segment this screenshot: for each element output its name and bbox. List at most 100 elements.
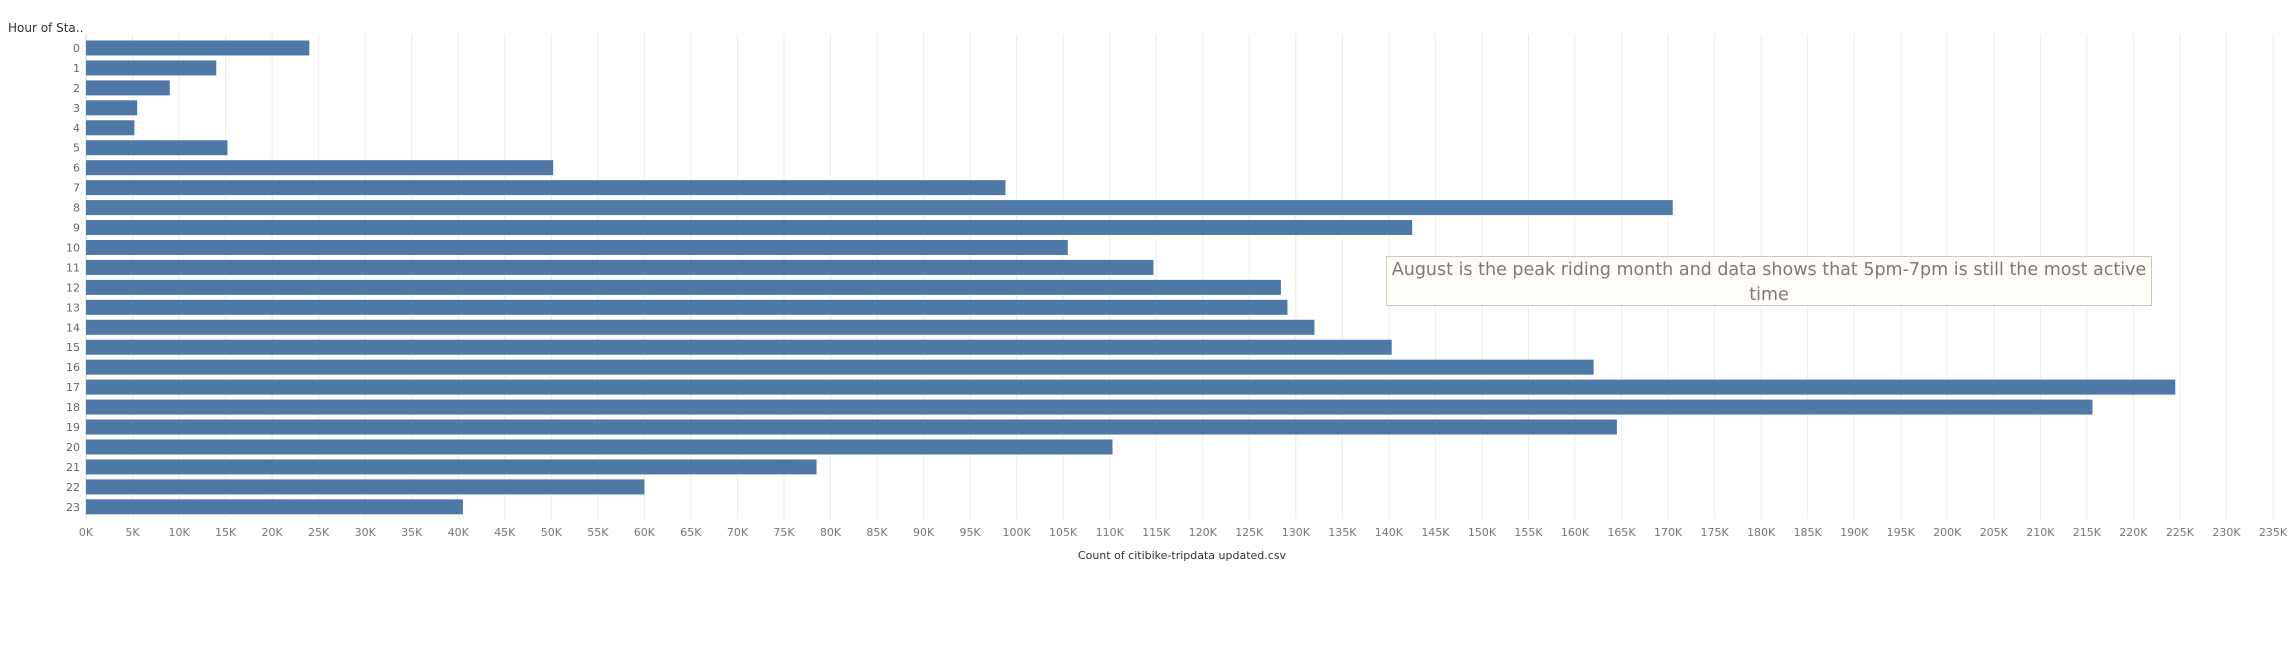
x-tick-label: 125K [1235,526,1264,539]
y-tick-label: 23 [66,501,80,514]
y-tick-label: 11 [66,261,80,274]
bar-hour-0 [86,40,310,56]
y-tick-label: 9 [73,222,80,235]
x-tick-label: 155K [1514,526,1543,539]
y-tick-label: 7 [73,182,80,195]
x-tick-label: 150K [1468,526,1497,539]
x-tick-label: 185K [1794,526,1823,539]
x-tick-label: 15K [215,526,237,539]
x-tick-label: 75K [773,526,795,539]
x-tick-label: 105K [1049,526,1078,539]
x-tick-label: 110K [1096,526,1125,539]
y-tick-label: 3 [73,102,80,115]
bar-hour-7 [86,180,1006,196]
x-tick-label: 195K [1887,526,1916,539]
x-tick-label: 60K [634,526,656,539]
x-tick-label: 135K [1328,526,1357,539]
y-tick-label: 5 [73,142,80,155]
y-tick-label: 20 [66,441,80,454]
y-tick-label: 13 [66,301,80,314]
x-tick-label: 205K [1980,526,2009,539]
x-tick-label: 65K [680,526,702,539]
x-tick-label: 10K [168,526,190,539]
bar-hour-12 [86,279,1281,295]
y-tick-label: 19 [66,421,80,434]
x-tick-label: 35K [401,526,423,539]
x-axis-ticks: 0K 5K 10K 15K 20K 25K 30K 35K 40K 45K 50K 55K 60K 65K… [79,526,2288,539]
y-tick-label: 2 [73,82,80,95]
x-tick-label: 235K [2259,526,2288,539]
bars [86,40,2176,515]
bar-hour-19 [86,419,1617,435]
x-tick-label: 160K [1561,526,1590,539]
x-tick-label: 5K [125,526,140,539]
x-tick-label: 145K [1421,526,1450,539]
bar-hour-18 [86,399,2093,415]
y-tick-label: 6 [73,162,80,175]
bar-hour-3 [86,100,138,116]
bar-hour-16 [86,359,1594,375]
x-tick-label: 230K [2212,526,2241,539]
x-tick-label: 80K [820,526,842,539]
bar-hour-14 [86,319,1315,335]
bar-hour-8 [86,200,1673,216]
x-tick-label: 115K [1142,526,1171,539]
y-axis-title: Hour of Sta.. [8,21,83,35]
bar-hour-10 [86,239,1068,255]
bar-hour-13 [86,299,1288,315]
x-tick-label: 140K [1375,526,1404,539]
bar-hour-6 [86,160,554,176]
y-tick-label: 1 [73,62,80,75]
y-tick-label: 4 [73,122,80,135]
x-tick-label: 100K [1003,526,1032,539]
x-tick-label: 20K [262,526,284,539]
annotation-box: August is the peak riding month and data… [1386,256,2152,306]
bar-hour-5 [86,140,228,156]
bar-hour-11 [86,259,1154,275]
x-tick-label: 120K [1189,526,1218,539]
x-tick-label: 95K [959,526,981,539]
x-tick-label: 170K [1654,526,1683,539]
bar-hour-4 [86,120,135,136]
bar-hour-22 [86,479,645,495]
bar-hour-23 [86,499,463,515]
x-tick-label: 85K [866,526,888,539]
y-tick-label: 17 [66,381,80,394]
x-tick-label: 40K [448,526,470,539]
y-tick-label: 18 [66,401,80,414]
x-axis-title: Count of citibike-tripdata updated.csv [1078,549,1287,562]
x-tick-label: 200K [1933,526,1962,539]
x-tick-label: 210K [2026,526,2055,539]
x-tick-label: 70K [727,526,749,539]
x-tick-label: 25K [308,526,330,539]
y-tick-label: 14 [66,321,80,334]
y-tick-label: 0 [73,42,80,55]
y-tick-label: 12 [66,281,80,294]
x-tick-label: 220K [2119,526,2148,539]
bar-hour-1 [86,60,217,76]
gridlines [85,34,2274,519]
x-tick-label: 30K [355,526,377,539]
x-tick-label: 0K [79,526,94,539]
y-tick-label: 8 [73,202,80,215]
y-tick-label: 10 [66,241,80,254]
bar-hour-21 [86,459,817,475]
bar-hour-2 [86,80,170,96]
bar-hour-9 [86,220,1413,236]
x-tick-label: 190K [1840,526,1869,539]
x-tick-label: 165K [1607,526,1636,539]
x-tick-label: 225K [2166,526,2195,539]
bar-hour-20 [86,439,1113,455]
x-tick-label: 130K [1282,526,1311,539]
y-tick-label: 15 [66,341,80,354]
x-tick-label: 175K [1701,526,1730,539]
x-tick-label: 215K [2073,526,2102,539]
bar-hour-15 [86,339,1392,355]
x-tick-label: 180K [1747,526,1776,539]
x-tick-label: 50K [541,526,563,539]
x-tick-label: 45K [494,526,516,539]
y-tick-label: 21 [66,461,80,474]
bar-hour-17 [86,379,2176,395]
